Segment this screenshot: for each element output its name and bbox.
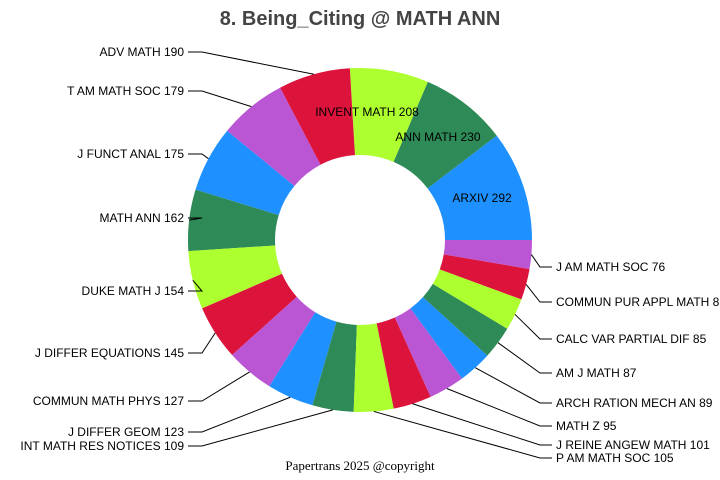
leader-line xyxy=(188,51,315,75)
slice-math-z xyxy=(394,308,463,397)
leader-line xyxy=(514,314,552,340)
slice-label: ANN MATH 230 xyxy=(395,130,480,144)
leader-line xyxy=(446,388,552,427)
slice-label: ARCH RATION MECH AN 89 xyxy=(556,396,713,410)
slice-label: J FUNCT ANAL 175 xyxy=(77,147,184,161)
slice-int-math-res-notices xyxy=(312,321,357,412)
footer-copyright: Papertrans 2025 @copyright xyxy=(285,458,435,473)
leader-line xyxy=(188,371,250,402)
slice-t-am-math-soc xyxy=(227,87,321,187)
leader-line xyxy=(188,90,252,108)
slice-label: CALC VAR PARTIAL DIF 85 xyxy=(556,332,707,346)
slice-label: COMMUN PUR APPL MATH 82 xyxy=(556,295,720,309)
slice-label: INT MATH RES NOTICES 109 xyxy=(20,439,184,453)
slice-duke-math-j xyxy=(188,245,282,309)
slice-label: AM J MATH 87 xyxy=(556,366,637,380)
slice-label: P AM MATH SOC 105 xyxy=(556,451,674,465)
leader-line xyxy=(188,396,291,433)
slice-label: ARXIV 292 xyxy=(452,191,512,205)
slice-p-am-math-soc xyxy=(353,323,394,412)
slice-j-funct-anal xyxy=(195,130,295,216)
slice-label: DUKE MATH J 154 xyxy=(82,284,185,298)
slice-label: T AM MATH SOC 179 xyxy=(67,84,184,98)
slice-label: J DIFFER EQUATIONS 145 xyxy=(35,346,184,360)
slice-label: ADV MATH 190 xyxy=(100,45,185,59)
slice-label: J AM MATH SOC 76 xyxy=(556,260,665,274)
slice-label: MATH Z 95 xyxy=(556,419,617,433)
leader-line xyxy=(188,280,204,292)
slice-j-am-math-soc xyxy=(443,240,532,270)
leader-line xyxy=(373,410,552,459)
leader-line xyxy=(188,217,203,221)
leader-line xyxy=(412,403,552,446)
slice-arch-ration-mech-an xyxy=(410,297,488,379)
slice-adv-math xyxy=(280,68,355,165)
slice-j-reine-angew-math xyxy=(376,317,431,409)
leader-line xyxy=(497,342,552,374)
slice-j-differ-geom xyxy=(269,312,337,406)
slice-am-j-math xyxy=(422,283,508,356)
slice-ann-math xyxy=(393,81,497,189)
chart-title: 8. Being_Citing @ MATH ANN xyxy=(220,8,501,30)
leader-line xyxy=(188,153,209,160)
slice-calc-var-partial-dif xyxy=(432,269,522,329)
slice-commun-math-phys xyxy=(232,296,316,387)
slice-arxiv xyxy=(427,135,532,240)
leader-line xyxy=(188,332,216,354)
leader-line xyxy=(525,284,552,303)
slice-commun-pur-appl-math xyxy=(439,254,530,300)
slice-label: COMMUN MATH PHYS 127 xyxy=(33,394,184,408)
slice-invent-math xyxy=(349,68,428,162)
leader-line xyxy=(475,367,552,404)
slice-label: MATH ANN 162 xyxy=(100,211,185,225)
slice-math-ann xyxy=(188,189,279,252)
slice-label: J REINE ANGEW MATH 101 xyxy=(556,438,710,452)
slice-label: INVENT MATH 208 xyxy=(315,105,419,119)
leader-line xyxy=(188,409,333,447)
leader-line xyxy=(530,254,552,268)
slice-j-differ-equations xyxy=(202,273,297,356)
slice-label: J DIFFER GEOM 123 xyxy=(68,425,184,439)
